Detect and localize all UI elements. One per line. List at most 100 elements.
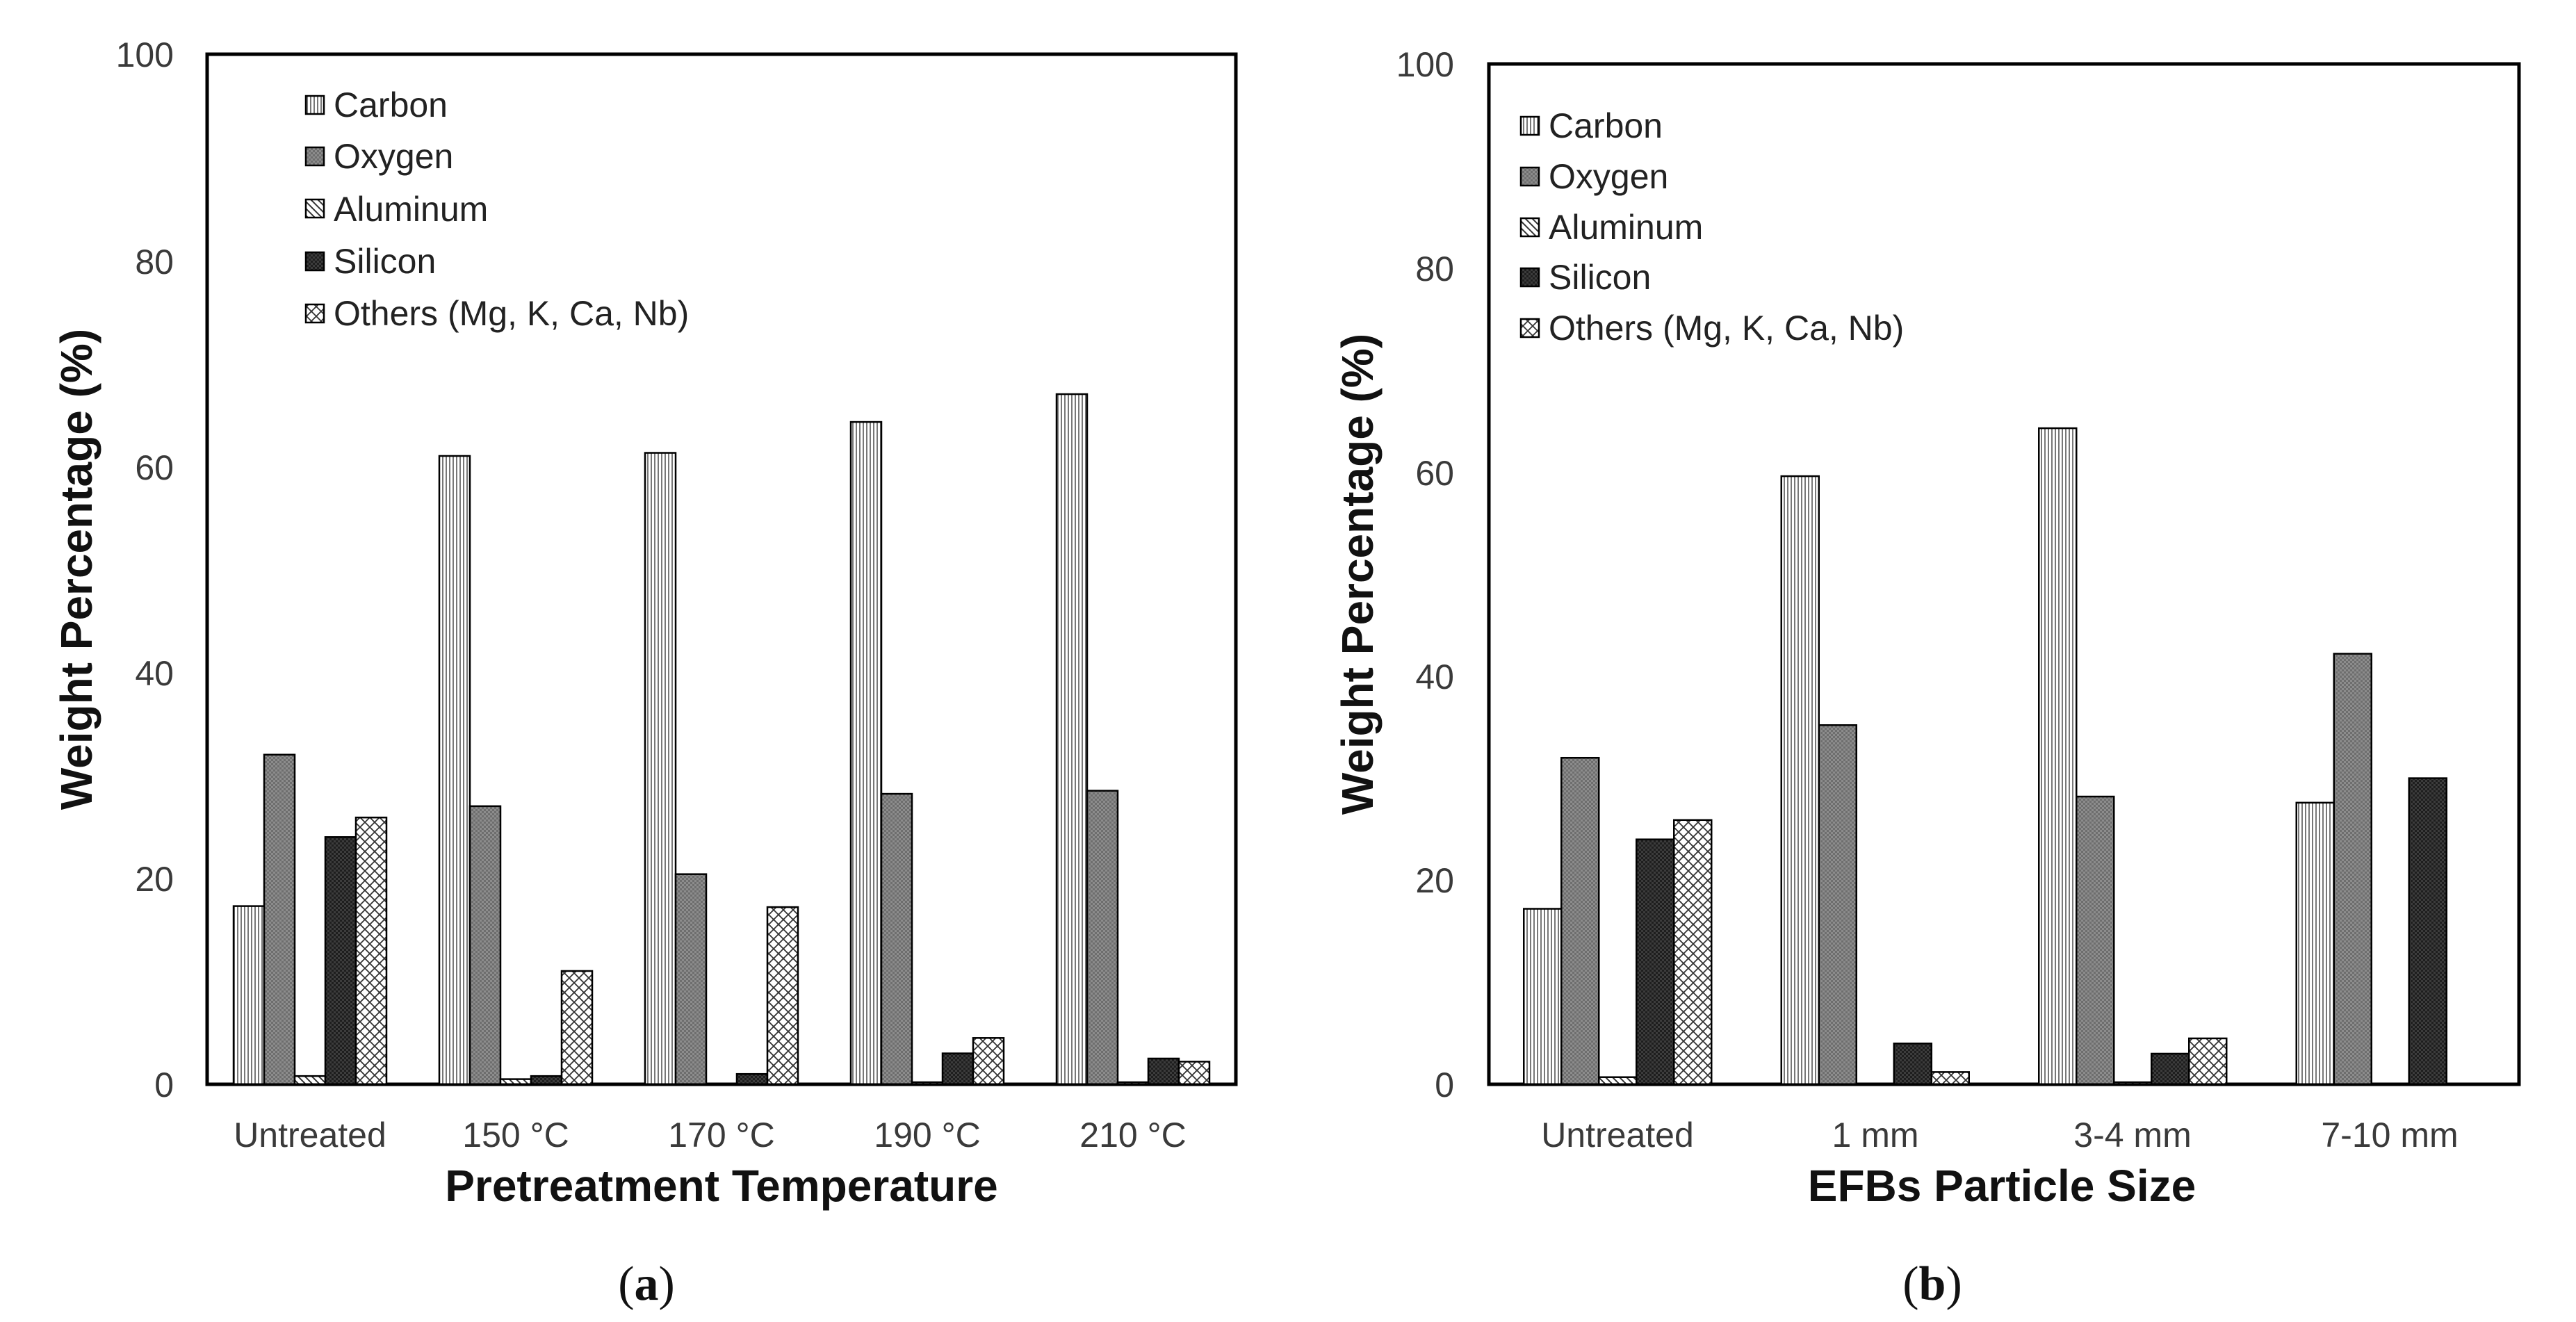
bar-carbon <box>1055 393 1089 1086</box>
bar-carbon <box>644 452 677 1086</box>
bar-others <box>1673 819 1713 1086</box>
chart-panel-b: 0 20 40 60 80 100 Untreated 1 mm 3-4 mm … <box>1332 45 2521 1311</box>
legend-label-carbon: Carbon <box>334 85 448 124</box>
legend-item-aluminum: Aluminum <box>304 190 488 229</box>
legend-label-others: Others (Mg, K, Ca, Nb) <box>1549 309 1904 348</box>
bar-silicon <box>735 1072 769 1086</box>
y-axis-ticks: 0 20 40 60 80 100 <box>116 35 174 1104</box>
legend-swatch-oxygen <box>304 146 325 167</box>
bar-oxygen <box>1560 756 1600 1086</box>
bar-oxygen <box>1818 724 1857 1086</box>
x-category-label: 7-10 mm <box>2321 1116 2458 1154</box>
bar-oxygen <box>2333 653 2372 1086</box>
bar-silicon <box>1147 1057 1180 1086</box>
legend-label-others: Others (Mg, K, Ca, Nb) <box>334 294 689 333</box>
legend-item-silicon: Silicon <box>1519 258 1651 297</box>
legend-swatch-others <box>1519 318 1540 338</box>
y-tick-label: 80 <box>1415 250 1454 288</box>
y-tick-label: 0 <box>154 1066 174 1104</box>
legend-item-aluminum: Aluminum <box>1519 208 1703 247</box>
x-category-label: 3-4 mm <box>2073 1116 2191 1154</box>
x-axis-title: EFBs Particle Size <box>1808 1161 2196 1211</box>
caption-letter: a <box>635 1257 659 1311</box>
legend-swatch-silicon <box>304 251 325 272</box>
bar-others <box>972 1037 1005 1086</box>
y-tick-label: 0 <box>1435 1066 1454 1104</box>
bar-aluminum <box>1598 1076 1638 1086</box>
legend: Carbon Oxygen Aluminum Silicon Others (M… <box>304 85 689 333</box>
legend-label-aluminum: Aluminum <box>334 190 488 229</box>
legend: Carbon Oxygen Aluminum Silicon Others (M… <box>1519 106 1904 348</box>
bar-silicon <box>2408 777 2447 1086</box>
bar-others <box>1177 1061 1211 1086</box>
bar-others <box>354 816 388 1086</box>
x-axis-title: Pretreatment Temperature <box>445 1161 998 1211</box>
bar-others <box>766 906 799 1086</box>
chart-panel-a: 0 20 40 60 80 100 Untreated 150 °C 170 °… <box>51 35 1238 1311</box>
bar-others <box>1930 1071 1970 1086</box>
x-category-label: 190 °C <box>874 1116 980 1154</box>
legend-item-others: Others (Mg, K, Ca, Nb) <box>1519 309 1904 348</box>
bar-group <box>207 393 1236 1086</box>
y-tick-label: 100 <box>1396 45 1454 84</box>
x-category-label: Untreated <box>1541 1116 1694 1154</box>
bar-oxygen <box>674 873 708 1086</box>
bar-silicon <box>530 1075 563 1086</box>
panel-caption-a: (a) <box>618 1257 675 1311</box>
bar-carbon <box>438 455 471 1086</box>
legend-swatch-aluminum <box>304 198 325 219</box>
y-tick-label: 60 <box>1415 454 1454 493</box>
y-tick-label: 20 <box>135 860 174 899</box>
bar-oxygen <box>1086 790 1119 1086</box>
legend-label-carbon: Carbon <box>1549 106 1663 145</box>
panel-caption-b: (b) <box>1902 1257 1962 1311</box>
bar-silicon <box>1636 838 1675 1086</box>
y-tick-label: 40 <box>135 654 174 693</box>
x-axis-category-labels: Untreated 150 °C 170 °C 190 °C 210 °C <box>234 1116 1187 1154</box>
legend-swatch-aluminum <box>1519 217 1540 238</box>
legend-item-carbon: Carbon <box>1519 106 1663 145</box>
x-category-label: 170 °C <box>668 1116 774 1154</box>
caption-letter: b <box>1919 1257 1946 1311</box>
legend-label-oxygen: Oxygen <box>1549 157 1668 196</box>
legend-swatch-carbon <box>304 95 325 115</box>
bar-carbon <box>232 905 266 1086</box>
legend-item-oxygen: Oxygen <box>1519 157 1668 196</box>
y-tick-label: 40 <box>1415 658 1454 696</box>
bar-carbon <box>1523 908 1563 1086</box>
bar-aluminum <box>293 1075 327 1086</box>
legend-swatch-carbon <box>1519 115 1540 136</box>
bar-silicon <box>324 836 357 1086</box>
bar-oxygen <box>263 753 296 1086</box>
bar-silicon <box>1893 1043 1932 1086</box>
x-category-label: Untreated <box>234 1116 386 1154</box>
bar-oxygen <box>468 805 502 1086</box>
legend-item-carbon: Carbon <box>304 85 448 124</box>
legend-label-silicon: Silicon <box>1549 258 1651 297</box>
legend-label-aluminum: Aluminum <box>1549 208 1703 247</box>
x-category-label: 210 °C <box>1079 1116 1186 1154</box>
legend-swatch-silicon <box>1519 267 1540 288</box>
legend-swatch-oxygen <box>1519 166 1540 187</box>
legend-label-silicon: Silicon <box>334 242 436 281</box>
bar-oxygen <box>880 792 913 1086</box>
y-tick-label: 100 <box>116 35 174 74</box>
y-axis-ticks: 0 20 40 60 80 100 <box>1396 45 1454 1104</box>
y-axis-title: Weight Percentage (%) <box>51 329 101 810</box>
bar-silicon <box>941 1052 975 1086</box>
bar-others <box>2188 1037 2228 1086</box>
legend-item-silicon: Silicon <box>304 242 436 281</box>
y-tick-label: 60 <box>135 448 174 487</box>
bar-others <box>560 970 594 1086</box>
y-axis-title: Weight Percentage (%) <box>1332 334 1383 815</box>
x-category-label: 1 mm <box>1832 1116 1919 1154</box>
legend-label-oxygen: Oxygen <box>334 137 453 176</box>
legend-item-oxygen: Oxygen <box>304 137 453 176</box>
bar-oxygen <box>2076 795 2115 1086</box>
bar-carbon <box>1780 475 1820 1086</box>
x-category-label: 150 °C <box>462 1116 569 1154</box>
bar-carbon <box>849 421 883 1086</box>
bar-silicon <box>2151 1052 2190 1086</box>
y-tick-label: 80 <box>135 243 174 281</box>
